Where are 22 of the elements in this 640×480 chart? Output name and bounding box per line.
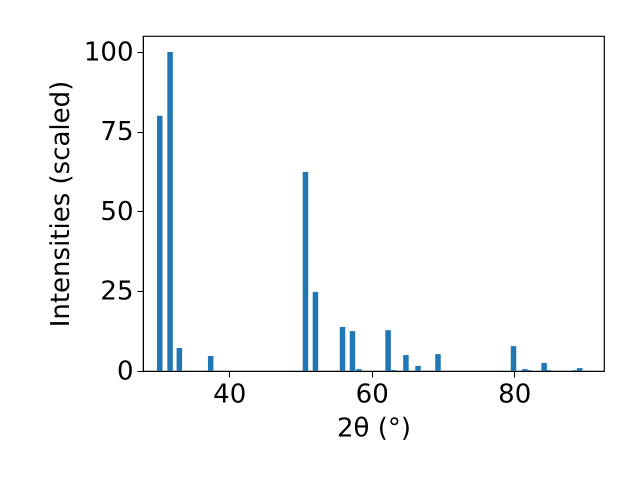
y-tick-label: 50 xyxy=(100,196,134,227)
bar xyxy=(541,363,547,371)
y-tick-label: 25 xyxy=(100,276,134,307)
bar xyxy=(302,172,308,371)
x-tick-label: 80 xyxy=(498,380,532,410)
y-tick-label: 75 xyxy=(100,117,134,148)
bar xyxy=(156,116,162,371)
bar xyxy=(176,348,182,371)
y-tick-label: 100 xyxy=(84,37,134,68)
y-tick-label: 0 xyxy=(116,356,134,386)
bar xyxy=(403,355,409,371)
y-axis-title: Intensities (scaled) xyxy=(46,80,76,328)
bar xyxy=(167,52,173,371)
bar xyxy=(340,326,346,371)
x-axis-title: 2θ (°) xyxy=(336,414,412,444)
bar xyxy=(208,356,214,371)
bar xyxy=(510,346,516,371)
x-tick-label: 40 xyxy=(213,380,246,410)
bar xyxy=(415,366,421,371)
bar xyxy=(435,354,441,371)
x-tick-label: 60 xyxy=(356,380,389,410)
bar xyxy=(312,292,318,371)
